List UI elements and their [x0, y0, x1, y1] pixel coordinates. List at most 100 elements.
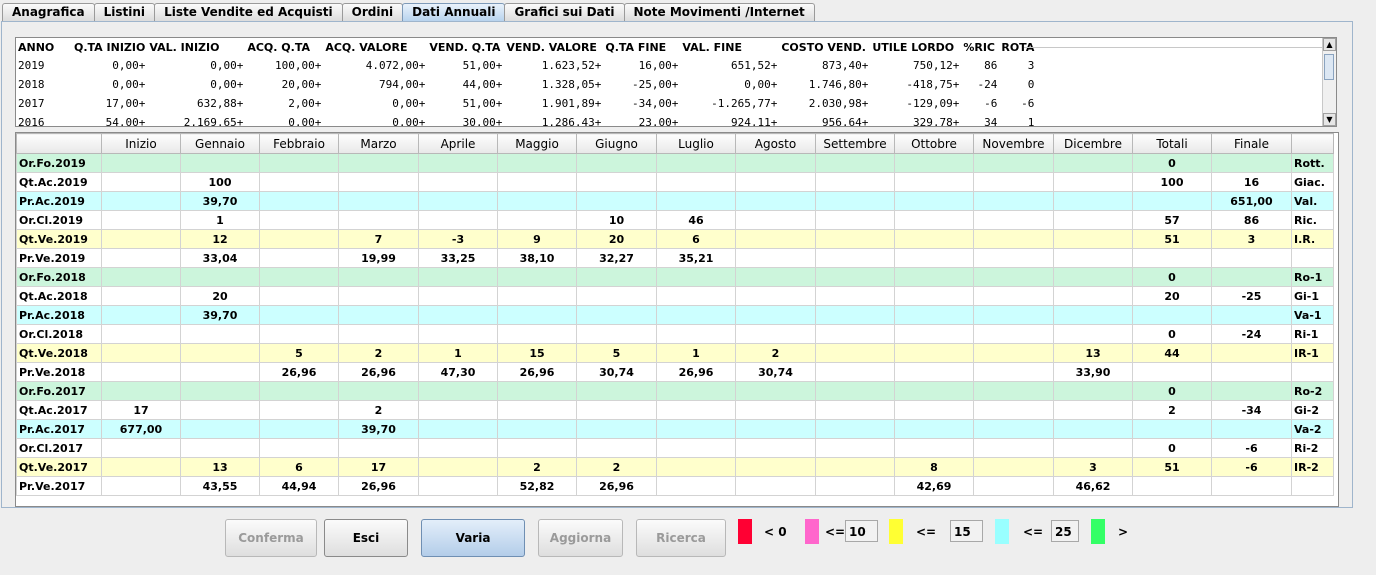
grid-cell[interactable] — [1132, 362, 1212, 382]
grid-cell[interactable] — [894, 438, 974, 458]
grid-cell[interactable] — [973, 286, 1054, 306]
grid-cell[interactable] — [973, 172, 1054, 192]
grid-cell[interactable]: 1 — [418, 343, 498, 363]
summary-row[interactable]: 2019 0,00+ 0,00+ 100,00+ 4.072,00+ 51,00+ 1.62… — [16, 56, 1036, 75]
grid-cell[interactable] — [418, 305, 498, 325]
tab-anagrafica[interactable]: Anagrafica — [2, 3, 95, 21]
grid-cell[interactable]: 651,00 — [1211, 191, 1292, 211]
grid-cell[interactable] — [973, 381, 1054, 401]
grid-header-cell[interactable]: Maggio — [497, 133, 577, 154]
grid-cell[interactable] — [259, 286, 339, 306]
grid-cell[interactable] — [815, 457, 895, 477]
aggiorna-button[interactable]: Aggiorna — [538, 519, 623, 557]
grid-cell[interactable] — [338, 286, 419, 306]
grid-cell[interactable]: 46 — [656, 210, 736, 230]
grid-cell[interactable]: -6 — [1211, 438, 1292, 458]
grid-header-cell[interactable] — [16, 133, 102, 154]
grid-cell[interactable] — [101, 438, 181, 458]
grid-cell[interactable] — [735, 286, 816, 306]
grid-cell[interactable] — [180, 343, 260, 363]
grid-cell[interactable]: 0 — [1132, 438, 1212, 458]
summary-row[interactable]: 2018 0,00+ 0,00+ 20,00+ 794,00+ 44,00+ 1.328,0… — [16, 75, 1036, 94]
grid-cell[interactable] — [576, 419, 657, 439]
grid-cell[interactable] — [735, 381, 816, 401]
grid-cell[interactable] — [418, 400, 498, 420]
grid-cell[interactable] — [418, 172, 498, 192]
grid-cell[interactable]: 0 — [1132, 381, 1212, 401]
grid-cell[interactable] — [973, 267, 1054, 287]
grid-cell[interactable]: -25 — [1211, 286, 1292, 306]
grid-cell[interactable] — [1053, 248, 1133, 268]
grid-cell[interactable] — [259, 438, 339, 458]
grid-header-cell[interactable]: Giugno — [576, 133, 657, 154]
grid-cell[interactable] — [259, 172, 339, 192]
tab-note-movimenti-internet[interactable]: Note Movimenti /Internet — [623, 3, 815, 21]
grid-cell[interactable] — [973, 476, 1054, 496]
grid-cell[interactable] — [497, 191, 577, 211]
grid-cell[interactable] — [180, 438, 260, 458]
grid-cell[interactable] — [338, 381, 419, 401]
grid-cell[interactable] — [101, 267, 181, 287]
grid-cell[interactable] — [338, 210, 419, 230]
grid-cell[interactable]: 2 — [1132, 400, 1212, 420]
summary-row[interactable]: 2016 54,00+ 2.169,65+ 0,00+ 0,00+ 30,00+ 1.286… — [16, 113, 1036, 126]
grid-cell[interactable]: 46,62 — [1053, 476, 1133, 496]
grid-cell[interactable] — [101, 476, 181, 496]
grid-cell[interactable] — [259, 248, 339, 268]
grid-cell[interactable] — [1053, 400, 1133, 420]
grid-cell[interactable] — [1211, 267, 1292, 287]
grid-row[interactable]: Or.Cl.2019 1 10 46 57 86 Ric. — [16, 210, 1334, 230]
grid-cell[interactable] — [576, 172, 657, 192]
grid-cell[interactable]: 2 — [735, 343, 816, 363]
grid-cell[interactable] — [418, 457, 498, 477]
grid-row[interactable]: Or.Fo.2019 0 Rott. — [16, 153, 1334, 173]
grid-cell[interactable] — [497, 400, 577, 420]
grid-cell[interactable] — [894, 153, 974, 173]
grid-cell[interactable]: 26,96 — [259, 362, 339, 382]
grid-cell[interactable] — [576, 400, 657, 420]
grid-cell[interactable] — [656, 305, 736, 325]
grid-cell[interactable] — [735, 400, 816, 420]
grid-cell[interactable] — [576, 286, 657, 306]
grid-cell[interactable] — [1053, 210, 1133, 230]
grid-cell[interactable] — [338, 153, 419, 173]
grid-cell[interactable] — [497, 172, 577, 192]
scroll-down-arrow-icon[interactable]: ▼ — [1323, 113, 1336, 126]
grid-cell[interactable] — [1053, 191, 1133, 211]
grid-cell[interactable] — [101, 229, 181, 249]
grid-cell[interactable] — [973, 305, 1054, 325]
grid-cell[interactable]: -24 — [1211, 324, 1292, 344]
monthly-data-grid[interactable]: Inizio Gennaio Febbraio Marzo Aprile Maggio Gi… — [15, 132, 1339, 507]
grid-cell[interactable] — [338, 305, 419, 325]
grid-cell[interactable] — [418, 381, 498, 401]
grid-cell[interactable] — [973, 400, 1054, 420]
grid-header-cell[interactable]: Inizio — [101, 133, 181, 154]
grid-cell[interactable] — [259, 305, 339, 325]
grid-cell[interactable] — [418, 324, 498, 344]
grid-cell[interactable] — [1053, 381, 1133, 401]
grid-cell[interactable] — [973, 153, 1054, 173]
grid-cell[interactable]: 13 — [1053, 343, 1133, 363]
grid-cell[interactable] — [735, 419, 816, 439]
grid-row[interactable]: Qt.Ve.2018 5 2 1 15 5 1 2 13 44 IR-1 — [16, 343, 1334, 363]
grid-cell[interactable] — [101, 305, 181, 325]
grid-cell[interactable]: 26,96 — [338, 362, 419, 382]
grid-header-cell[interactable]: Gennaio — [180, 133, 260, 154]
grid-cell[interactable] — [815, 210, 895, 230]
grid-row[interactable]: Pr.Ac.2018 39,70 Va-1 — [16, 305, 1334, 325]
grid-cell[interactable] — [1211, 419, 1292, 439]
grid-row[interactable]: Or.Fo.2017 0 Ro-2 — [16, 381, 1334, 401]
grid-header-cell[interactable]: Marzo — [338, 133, 419, 154]
grid-cell[interactable] — [894, 267, 974, 287]
grid-cell[interactable]: 8 — [894, 457, 974, 477]
grid-cell[interactable] — [894, 419, 974, 439]
tab-dati-annuali[interactable]: Dati Annuali — [402, 3, 506, 21]
grid-cell[interactable] — [497, 286, 577, 306]
grid-cell[interactable]: 2 — [497, 457, 577, 477]
grid-cell[interactable] — [576, 267, 657, 287]
grid-cell[interactable] — [815, 419, 895, 439]
grid-row[interactable]: Qt.Ac.2018 20 20 -25 Gi-1 — [16, 286, 1334, 306]
grid-cell[interactable] — [815, 153, 895, 173]
grid-cell[interactable] — [815, 476, 895, 496]
grid-cell[interactable]: 0 — [1132, 267, 1212, 287]
